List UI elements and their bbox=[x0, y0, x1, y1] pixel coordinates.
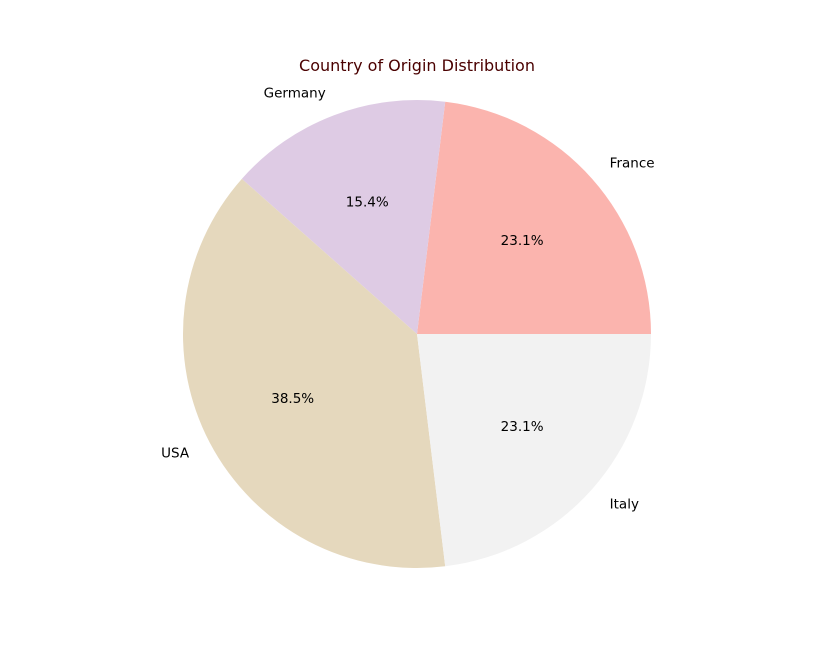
slice-label-italy: Italy bbox=[610, 497, 639, 513]
pie-slice-france bbox=[417, 101, 651, 335]
pie-slice-italy bbox=[417, 334, 651, 567]
percent-label-germany: 15.4% bbox=[346, 195, 389, 211]
pie-labels: France 23.1% Germany 15.4% USA 38.5% Italy 23.1… bbox=[161, 85, 654, 512]
percent-label-italy: 23.1% bbox=[501, 419, 544, 435]
pie-slice-germany bbox=[241, 99, 446, 334]
pie-slice-usa bbox=[182, 178, 446, 569]
slice-label-usa: USA bbox=[161, 446, 190, 462]
percent-label-usa: 38.5% bbox=[271, 391, 314, 407]
pie-slices bbox=[182, 99, 651, 569]
percent-label-france: 23.1% bbox=[501, 233, 544, 249]
slice-label-germany: Germany bbox=[264, 85, 326, 101]
slice-label-france: France bbox=[610, 155, 655, 171]
chart-title: Country of Origin Distribution bbox=[299, 56, 535, 75]
